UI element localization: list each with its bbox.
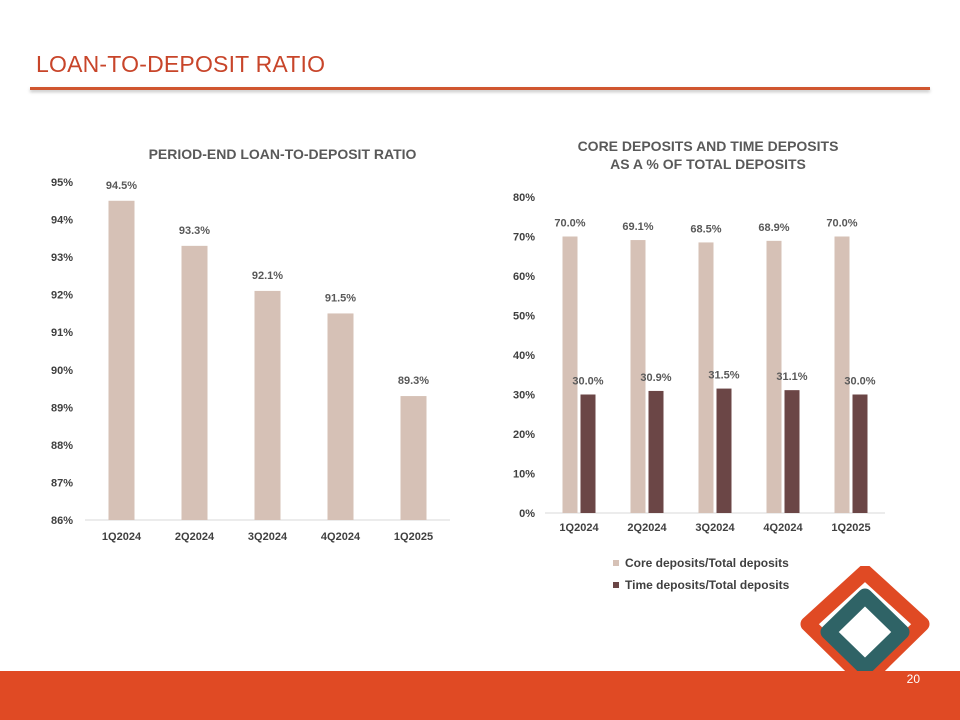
data-label: 94.5%	[106, 180, 137, 192]
data-label: 68.9%	[758, 222, 789, 234]
y-tick-label: 50%	[513, 311, 535, 323]
x-tick-label: 4Q2024	[321, 531, 361, 543]
y-tick-label: 87%	[51, 477, 73, 489]
deposit-mix-chart: CORE DEPOSITS AND TIME DEPOSITS AS A % OF…	[513, 138, 885, 592]
chart-title: PERIOD-END LOAN-TO-DEPOSIT RATIO	[149, 146, 417, 162]
data-label: 30.0%	[572, 376, 603, 388]
y-tick-label: 70%	[513, 232, 535, 244]
time-deposits-bar	[716, 388, 732, 513]
ltd-bar	[181, 245, 208, 520]
y-tick-label: 40%	[513, 350, 535, 362]
logo-inner-diamond	[820, 588, 910, 676]
y-tick-label: 90%	[51, 365, 73, 377]
data-label: 31.1%	[776, 371, 807, 383]
ltd-ratio-chart: PERIOD-END LOAN-TO-DEPOSIT RATIO 86% 87% 88…	[51, 146, 450, 543]
x-tick-label: 1Q2025	[394, 531, 433, 543]
y-tick-label: 88%	[51, 440, 73, 452]
legend-swatch-core	[613, 560, 619, 566]
ltd-bar	[254, 290, 281, 520]
core-deposits-bar	[834, 236, 850, 513]
data-label: 70.0%	[826, 218, 857, 230]
data-label: 30.9%	[640, 372, 671, 384]
time-deposits-bar	[648, 390, 664, 513]
y-tick-label: 30%	[513, 390, 535, 402]
core-deposits-bar	[698, 242, 714, 514]
x-tick-label: 3Q2024	[695, 522, 735, 534]
data-label: 70.0%	[554, 218, 585, 230]
time-deposits-bar	[580, 394, 596, 513]
y-tick-label: 0%	[519, 508, 535, 520]
core-deposits-bar	[562, 236, 578, 513]
x-tick-label: 4Q2024	[763, 522, 803, 534]
data-label: 31.5%	[708, 370, 739, 382]
footer-band	[0, 671, 960, 720]
y-tick-label: 60%	[513, 271, 535, 283]
data-label: 30.0%	[844, 376, 875, 388]
ltd-bar	[108, 200, 135, 520]
y-tick-label: 95%	[51, 177, 73, 189]
x-tick-label: 1Q2024	[102, 531, 142, 543]
y-tick-label: 94%	[51, 215, 73, 227]
y-tick-label: 92%	[51, 290, 73, 302]
time-deposits-bar	[784, 390, 800, 513]
data-label: 93.3%	[179, 225, 210, 237]
data-label: 68.5%	[690, 223, 721, 235]
y-tick-label: 20%	[513, 429, 535, 441]
slide-title: LOAN-TO-DEPOSIT RATIO	[36, 51, 326, 77]
y-tick-label: 91%	[51, 327, 73, 339]
y-tick-label: 93%	[51, 252, 73, 264]
x-tick-label: 3Q2024	[248, 531, 288, 543]
legend-swatch-time	[613, 582, 619, 588]
ltd-bar	[327, 313, 354, 520]
core-deposits-bar	[766, 240, 782, 513]
data-label: 92.1%	[252, 270, 283, 282]
x-tick-label: 1Q2024	[559, 522, 599, 534]
data-label: 69.1%	[622, 221, 653, 233]
y-tick-label: 80%	[513, 192, 535, 204]
y-tick-label: 86%	[51, 515, 73, 527]
y-tick-label: 10%	[513, 469, 535, 481]
title-divider	[30, 87, 930, 90]
data-label: 89.3%	[398, 375, 429, 387]
data-label: 91.5%	[325, 292, 356, 304]
page-number: 20	[906, 672, 920, 686]
chart-title: CORE DEPOSITS AND TIME DEPOSITS	[578, 138, 839, 154]
legend-label-time: Time deposits/Total deposits	[625, 578, 790, 592]
ltd-bar	[400, 396, 427, 520]
legend-label-core: Core deposits/Total deposits	[625, 556, 789, 570]
x-tick-label: 2Q2024	[175, 531, 215, 543]
x-tick-label: 1Q2025	[831, 522, 870, 534]
y-tick-label: 89%	[51, 402, 73, 414]
core-deposits-bar	[630, 240, 646, 513]
time-deposits-bar	[852, 394, 868, 513]
chart-title: AS A % OF TOTAL DEPOSITS	[610, 156, 806, 172]
x-tick-label: 2Q2024	[627, 522, 667, 534]
